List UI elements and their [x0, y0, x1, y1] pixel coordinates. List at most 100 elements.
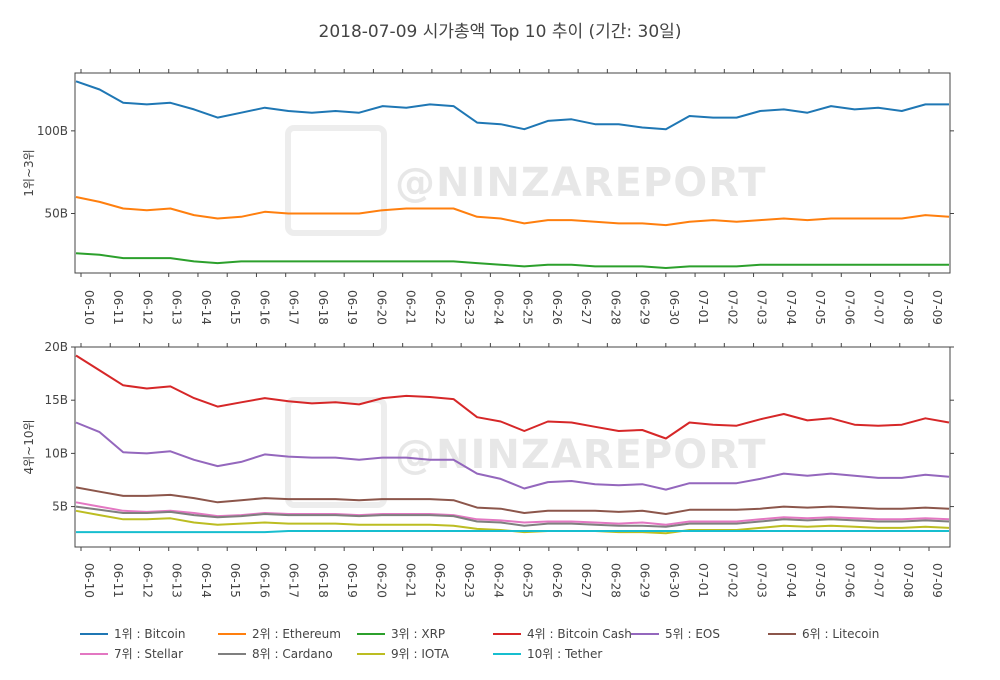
y-axis-label: 1위~3위	[22, 149, 36, 196]
x-tick-label: 06-18	[316, 563, 330, 598]
legend-item[interactable]: 8위 : Cardano	[218, 647, 333, 661]
x-tick-label: 06-15	[228, 290, 242, 325]
x-tick-label: 06-27	[579, 563, 593, 598]
x-tick-label: 06-13	[170, 290, 184, 325]
legend-item[interactable]: 5위 : EOS	[631, 627, 720, 641]
x-tick-label: 06-30	[667, 563, 681, 598]
x-tick-label: 07-03	[755, 290, 769, 325]
x-tick-label: 07-05	[813, 563, 827, 598]
legend-label: 10위 : Tether	[527, 647, 602, 661]
x-tick-label: 06-29	[638, 290, 652, 325]
legend-item[interactable]: 4위 : Bitcoin Cash	[493, 627, 632, 641]
legend-label: 3위 : XRP	[391, 627, 445, 641]
y-tick-label: 20B	[44, 340, 68, 354]
y-tick-label: 100B	[37, 124, 68, 138]
legend-item[interactable]: 7위 : Stellar	[80, 647, 183, 661]
legend-item[interactable]: 9위 : IOTA	[357, 647, 450, 661]
legend-item[interactable]: 1위 : Bitcoin	[80, 627, 186, 641]
legend-label: 2위 : Ethereum	[252, 627, 341, 641]
x-tick-label: 06-21	[404, 563, 418, 598]
y-tick-label: 15B	[44, 393, 68, 407]
x-tick-label: 07-04	[784, 563, 798, 598]
x-tick-label: 06-25	[521, 563, 535, 598]
x-tick-label: 07-07	[872, 563, 886, 598]
x-tick-label: 06-16	[257, 563, 271, 598]
series-line	[75, 505, 950, 528]
x-tick-label: 07-06	[842, 290, 856, 325]
legend-item[interactable]: 6위 : Litecoin	[768, 627, 879, 641]
x-tick-label: 06-29	[638, 563, 652, 598]
x-tick-label: 07-05	[813, 290, 827, 325]
x-tick-label: 06-16	[257, 290, 271, 325]
x-tick-label: 06-30	[667, 290, 681, 325]
x-tick-label: 06-28	[608, 563, 622, 598]
watermark-bottom: @NINZAREPORT	[285, 397, 766, 508]
x-tick-label: 06-26	[550, 563, 564, 598]
series-line	[75, 354, 950, 440]
series-line	[75, 486, 950, 515]
x-tick-label: 06-17	[287, 563, 301, 598]
x-tick-label: 06-13	[170, 563, 184, 598]
watermark-icon-bottom	[285, 397, 387, 508]
panel-bottom: 5B 10B 15B 20B 4위~10위 06-10 06-11 06-12 06-13 06-…	[22, 340, 954, 598]
x-tick-label: 06-12	[140, 563, 154, 598]
x-tick-label: 06-28	[608, 290, 622, 325]
legend-label: 6위 : Litecoin	[802, 627, 879, 641]
x-tick-label: 07-08	[901, 563, 915, 598]
legend-item[interactable]: 3위 : XRP	[357, 627, 445, 641]
x-tick-label: 06-11	[111, 563, 125, 598]
y-tick-label: 50B	[44, 206, 68, 220]
legend-label: 7위 : Stellar	[114, 647, 183, 661]
legend-label: 9위 : IOTA	[391, 647, 450, 661]
x-tick-label: 06-10	[82, 563, 96, 598]
x-tick-label: 06-20	[374, 563, 388, 598]
legend-item[interactable]: 10위 : Tether	[493, 647, 602, 661]
chart-title: 2018-07-09 시가총액 Top 10 추이 (기간: 30일)	[319, 22, 682, 42]
series-line	[75, 252, 949, 269]
x-tick-label: 06-25	[521, 290, 535, 325]
legend-item[interactable]: 2위 : Ethereum	[218, 627, 341, 641]
x-tick-label: 06-18	[316, 290, 330, 325]
plot-frame	[74, 72, 951, 274]
x-tick-label: 07-09	[930, 290, 944, 325]
x-tick-label: 06-22	[433, 563, 447, 598]
x-tick-label: 07-04	[784, 290, 798, 325]
x-tick-label: 06-19	[345, 563, 359, 598]
x-tick-label: 07-02	[725, 563, 739, 598]
x-tick-label: 06-19	[345, 290, 359, 325]
x-tick-label: 06-12	[140, 290, 154, 325]
legend: 1위 : Bitcoin 2위 : Ethereum 3위 : XRP 4위 : Bi…	[80, 627, 879, 661]
x-tick-label: 06-24	[491, 290, 505, 325]
x-tick-label: 06-23	[462, 563, 476, 598]
x-tick-label: 06-21	[404, 290, 418, 325]
watermark-icon-top	[285, 125, 387, 236]
y-tick-label: 10B	[44, 446, 68, 460]
legend-label: 4위 : Bitcoin Cash	[527, 627, 632, 641]
x-tick-label: 06-27	[579, 290, 593, 325]
x-tick-label: 07-03	[755, 563, 769, 598]
x-tick-label: 06-22	[433, 290, 447, 325]
x-tick-label: 07-09	[930, 563, 944, 598]
x-tick-label: 07-06	[842, 563, 856, 598]
x-tick-label: 07-08	[901, 290, 915, 325]
x-tick-label: 06-15	[228, 563, 242, 598]
y-axis-label: 4위~10위	[22, 419, 36, 474]
series-line	[75, 196, 950, 227]
x-tick-label: 06-17	[287, 290, 301, 325]
legend-label: 8위 : Cardano	[252, 647, 333, 661]
x-tick-label: 06-10	[82, 290, 96, 325]
x-tick-label: 06-23	[462, 290, 476, 325]
series-line	[75, 421, 950, 491]
watermark-text-top: @NINZAREPORT	[395, 160, 767, 206]
y-tick-label: 5B	[52, 500, 68, 514]
x-tick-label: 06-20	[374, 290, 388, 325]
x-tick-label: 06-14	[199, 290, 213, 325]
plot-frame	[74, 346, 951, 548]
legend-label: 1위 : Bitcoin	[114, 627, 186, 641]
series-line	[75, 501, 950, 526]
series-line	[76, 530, 949, 534]
x-tick-label: 07-07	[872, 290, 886, 325]
